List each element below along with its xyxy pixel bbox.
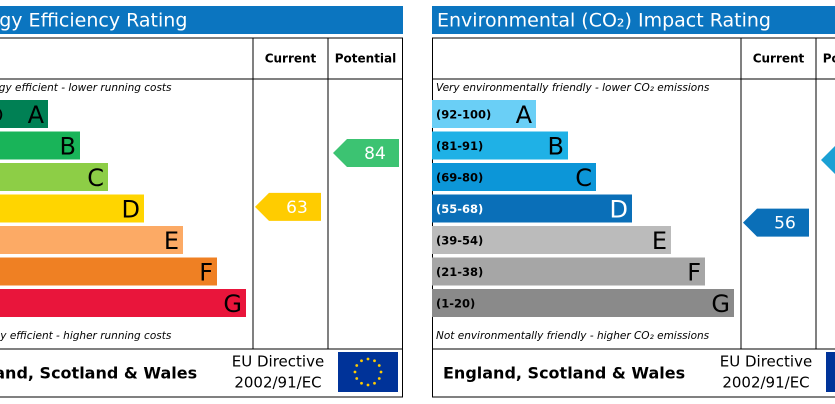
band-letter: D xyxy=(122,196,140,224)
eu-star xyxy=(373,381,376,385)
footer-code: 2002/91/EC xyxy=(722,374,809,392)
footer-directive: EU Directive xyxy=(720,353,812,371)
eu-star xyxy=(355,377,359,380)
eu-star xyxy=(360,359,363,363)
band-letter: B xyxy=(548,133,564,161)
band-bar xyxy=(432,163,596,191)
band-letter: F xyxy=(199,259,213,287)
band-bar xyxy=(432,100,536,128)
column-header: Current xyxy=(753,52,805,66)
band-letter: E xyxy=(164,227,179,255)
rating-value: 63 xyxy=(286,198,308,218)
band-bar xyxy=(432,131,568,160)
band-letter: B xyxy=(60,133,76,161)
column-header: Potential xyxy=(335,52,397,66)
band-bar xyxy=(0,226,183,254)
footer-region: England, Scotland & Wales xyxy=(443,364,685,383)
band-letter: C xyxy=(575,164,592,192)
band-bar xyxy=(432,257,705,286)
top-note: Very energy efficient - lower running co… xyxy=(0,82,172,94)
footer-code: 2002/91/EC xyxy=(234,374,321,392)
band-bar xyxy=(0,257,217,286)
band-bar xyxy=(0,163,108,191)
rating-panel: Energy Efficiency Rating Current Potential… xyxy=(0,6,403,398)
eu-star xyxy=(379,370,383,374)
eu-star xyxy=(366,383,370,387)
rating-value: 56 xyxy=(774,214,796,234)
band-bar xyxy=(0,100,48,128)
band-letter: C xyxy=(87,164,104,192)
band-letter: A xyxy=(28,101,45,129)
band-range: (1-20) xyxy=(436,297,475,311)
panel-title: Energy Efficiency Rating xyxy=(0,10,187,32)
eu-star xyxy=(373,359,376,363)
band-bar xyxy=(0,289,246,317)
column-header: Potential xyxy=(823,52,835,66)
band-bar xyxy=(432,289,734,317)
eu-star xyxy=(377,377,381,380)
eu-star xyxy=(377,364,381,367)
eu-star xyxy=(360,381,363,385)
band-letter: G xyxy=(711,290,730,318)
band-letter: F xyxy=(687,259,701,287)
rating-arrow xyxy=(743,208,809,237)
footer-directive: EU Directive xyxy=(232,353,324,371)
bottom-note: Not environmentally friendly - higher CO… xyxy=(436,330,710,342)
eu-flag xyxy=(826,352,835,392)
rating-arrow xyxy=(255,192,321,221)
band-bar xyxy=(0,131,80,160)
rating-value: 84 xyxy=(364,144,386,164)
band-range: (81-91) xyxy=(436,139,483,153)
band-letter: D xyxy=(610,196,628,224)
band-letter: G xyxy=(223,290,242,318)
band-range: (69-80) xyxy=(436,171,483,185)
rating-arrow xyxy=(333,138,399,167)
rating-arrow xyxy=(821,146,835,174)
band-range: (92-100) xyxy=(436,108,491,122)
band-range: (55-68) xyxy=(436,202,483,216)
bottom-note: Not energy efficient - higher running co… xyxy=(0,330,172,342)
column-header: Current xyxy=(265,52,317,66)
eu-star xyxy=(355,364,359,367)
rating-panel: Environmental (CO₂) Impact Rating Current… xyxy=(432,6,835,398)
top-note: Very environmentally friendly - lower CO… xyxy=(436,82,710,94)
band-bar xyxy=(432,194,632,223)
eu-star xyxy=(366,357,370,361)
panel-title: Environmental (CO₂) Impact Rating xyxy=(437,10,771,32)
band-range: (92-100) xyxy=(0,108,3,122)
band-bar xyxy=(0,194,144,223)
band-letter: E xyxy=(652,227,667,255)
eu-star xyxy=(353,370,357,374)
band-letter: A xyxy=(516,101,533,129)
title-bar xyxy=(432,6,835,34)
title-bar xyxy=(0,6,403,34)
frame xyxy=(0,37,403,398)
band-range: (21-38) xyxy=(436,265,483,279)
band-bar xyxy=(432,226,671,254)
band-range: (39-54) xyxy=(436,234,483,248)
footer-region: England, Scotland & Wales xyxy=(0,364,197,383)
